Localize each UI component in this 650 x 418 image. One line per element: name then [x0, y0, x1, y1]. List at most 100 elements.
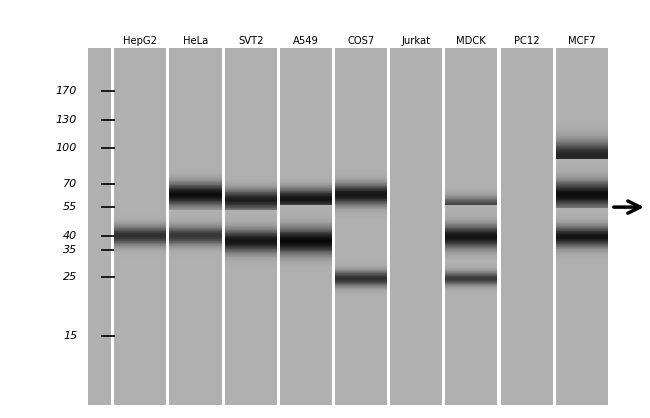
- Bar: [114, 250, 166, 251]
- Bar: [335, 268, 387, 269]
- Bar: [225, 222, 277, 223]
- Bar: [170, 219, 222, 220]
- Bar: [225, 228, 277, 229]
- Text: 70: 70: [63, 179, 77, 189]
- Bar: [280, 250, 332, 252]
- Bar: [114, 242, 166, 243]
- Bar: [335, 261, 387, 262]
- Bar: [280, 261, 332, 263]
- Bar: [225, 249, 277, 250]
- Bar: [556, 154, 608, 155]
- Bar: [280, 226, 332, 227]
- Bar: [170, 202, 222, 203]
- Bar: [335, 297, 387, 298]
- Bar: [280, 236, 332, 237]
- Bar: [225, 238, 277, 239]
- Bar: [114, 211, 166, 212]
- Bar: [556, 195, 608, 196]
- Bar: [335, 266, 387, 267]
- Bar: [556, 239, 608, 240]
- Bar: [280, 174, 332, 175]
- Bar: [280, 227, 332, 228]
- Bar: [225, 218, 277, 219]
- Bar: [445, 228, 497, 229]
- Bar: [170, 224, 222, 225]
- Bar: [556, 237, 608, 238]
- Bar: [556, 121, 608, 122]
- Bar: [445, 216, 497, 217]
- Bar: [280, 272, 332, 273]
- Bar: [445, 265, 497, 266]
- Bar: [170, 239, 222, 240]
- Bar: [445, 194, 497, 195]
- Bar: [170, 187, 222, 188]
- Bar: [170, 186, 222, 187]
- Bar: [170, 240, 222, 241]
- Bar: [335, 188, 387, 189]
- Bar: [556, 217, 608, 218]
- Bar: [445, 244, 497, 245]
- Bar: [225, 267, 277, 268]
- Bar: [445, 241, 497, 242]
- Bar: [280, 205, 332, 206]
- Bar: [170, 190, 222, 191]
- Bar: [114, 226, 166, 227]
- Bar: [445, 237, 497, 238]
- Bar: [225, 216, 277, 217]
- Bar: [445, 211, 497, 212]
- Bar: [445, 235, 497, 236]
- Bar: [225, 265, 277, 266]
- Bar: [280, 217, 332, 218]
- Bar: [170, 173, 222, 174]
- Bar: [335, 202, 387, 203]
- Bar: [556, 174, 608, 175]
- Bar: [280, 194, 332, 195]
- Bar: [445, 208, 497, 209]
- Bar: [335, 169, 387, 170]
- Bar: [335, 288, 387, 289]
- Bar: [114, 243, 166, 244]
- Bar: [556, 176, 608, 177]
- Bar: [225, 198, 277, 199]
- Bar: [556, 138, 608, 140]
- Bar: [445, 288, 497, 289]
- Bar: [556, 224, 608, 225]
- Bar: [556, 241, 608, 242]
- Bar: [445, 192, 497, 193]
- Bar: [445, 284, 497, 285]
- Bar: [445, 214, 497, 215]
- Bar: [556, 157, 608, 158]
- Bar: [225, 178, 277, 179]
- Bar: [335, 260, 387, 261]
- Bar: [335, 274, 387, 275]
- Bar: [280, 209, 332, 210]
- Bar: [335, 183, 387, 184]
- Bar: [335, 204, 387, 205]
- Bar: [335, 174, 387, 175]
- Bar: [170, 231, 222, 232]
- Bar: [280, 216, 332, 217]
- Bar: [280, 189, 332, 190]
- Bar: [225, 256, 277, 257]
- Bar: [280, 191, 332, 192]
- Bar: [225, 218, 277, 219]
- Bar: [556, 213, 608, 214]
- Text: Jurkat: Jurkat: [402, 36, 431, 46]
- Bar: [225, 220, 277, 221]
- Bar: [335, 176, 387, 177]
- Bar: [225, 208, 277, 209]
- Bar: [556, 204, 608, 205]
- Bar: [280, 214, 332, 215]
- Bar: [335, 207, 387, 208]
- Bar: [556, 115, 608, 116]
- Bar: [556, 193, 608, 194]
- Bar: [556, 184, 608, 185]
- Bar: [170, 228, 222, 229]
- Bar: [445, 289, 497, 290]
- Bar: [556, 234, 608, 235]
- Bar: [335, 293, 387, 294]
- Bar: [114, 230, 166, 231]
- Bar: [114, 236, 166, 237]
- Bar: [280, 175, 332, 176]
- Bar: [170, 199, 222, 200]
